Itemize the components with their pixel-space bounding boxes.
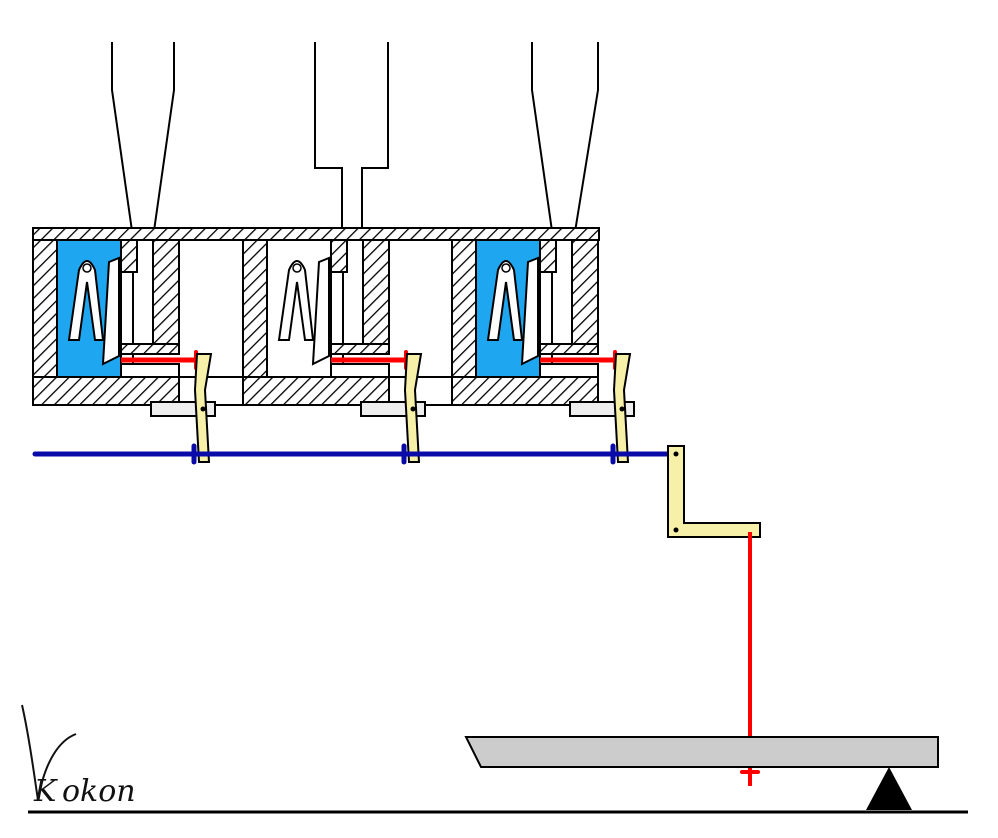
channel-stop-block	[539, 239, 557, 273]
spring-blade	[486, 260, 524, 341]
signature-flourish	[21, 704, 77, 801]
valve-unit-left	[32, 239, 243, 463]
spring-pivot-icon	[82, 263, 92, 273]
housing-base	[32, 376, 180, 406]
fulcrum	[866, 767, 912, 810]
weighing-platform	[464, 736, 939, 768]
housing-base	[242, 376, 390, 406]
bell-crank-joint	[673, 527, 679, 533]
signature-text: okon	[62, 774, 136, 809]
push-rod-slot	[330, 363, 390, 378]
lever-pivot	[200, 406, 206, 412]
housing-left-wall	[451, 239, 477, 378]
housing-inner-floor	[330, 343, 390, 355]
push-rod-slot	[120, 363, 180, 378]
feed-funnel-right	[531, 42, 599, 239]
housing-left-wall	[32, 239, 58, 378]
spring-blade	[67, 260, 105, 341]
housing-right-wall	[362, 239, 390, 345]
lever-pivot	[619, 406, 625, 412]
bell-crank-lever	[667, 445, 761, 538]
push-rod-slot	[539, 363, 599, 378]
valve-flap	[101, 256, 120, 366]
valve-flap	[520, 256, 539, 366]
channel-stop-block	[330, 239, 348, 273]
spring-pivot-icon	[501, 263, 511, 273]
housing-left-wall	[242, 239, 268, 378]
signature: K okon	[21, 704, 136, 809]
feed-funnel-middle	[314, 42, 389, 238]
lever-pivot	[410, 406, 416, 412]
bell-crank-pivot	[673, 451, 679, 457]
signature-initial: K	[33, 774, 58, 809]
spring-blade	[277, 260, 315, 341]
housing-inner-floor	[539, 343, 599, 355]
feed-funnel-left	[111, 42, 175, 239]
housing-inner-floor	[120, 343, 180, 355]
valve-flap	[311, 256, 330, 366]
housing-base	[451, 376, 599, 406]
connecting-rod-pins	[191, 443, 616, 465]
valve-units	[32, 239, 635, 463]
valve-unit-middle	[242, 239, 452, 463]
housing-right-wall	[571, 239, 599, 345]
top-wall	[32, 227, 600, 241]
valve-unit-right	[451, 239, 635, 463]
channel-stop-block	[120, 239, 138, 273]
spring-pivot-icon	[292, 263, 302, 273]
housing-right-wall	[152, 239, 180, 345]
